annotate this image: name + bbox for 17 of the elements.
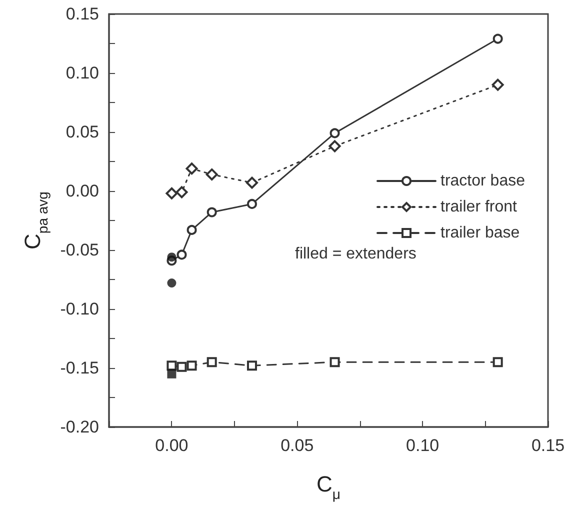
x-tick-label: 0.00 (155, 436, 188, 455)
y-tick-label: -0.15 (60, 358, 99, 378)
legend-label: trailer base (440, 224, 520, 242)
y-tick-label: -0.05 (60, 240, 99, 260)
x-tick-label: 0.15 (531, 436, 565, 455)
legend-label: trailer front (440, 198, 518, 216)
y-axis-title: Cpa avg (20, 192, 50, 250)
legend-label: tractor base (440, 172, 526, 190)
annotation: filled = extenders (295, 246, 416, 262)
y-tick-label: -0.20 (60, 418, 99, 436)
y-tick-label: 0.15 (66, 4, 99, 24)
y-tick-label: -0.10 (60, 300, 99, 318)
y-tick-label: 0.00 (66, 182, 99, 200)
y-tick-label: 0.10 (66, 64, 99, 82)
y-tick-label: 0.05 (66, 122, 99, 142)
x-tick-label: 0.05 (280, 436, 314, 455)
x-tick-label: 0.10 (406, 436, 440, 455)
